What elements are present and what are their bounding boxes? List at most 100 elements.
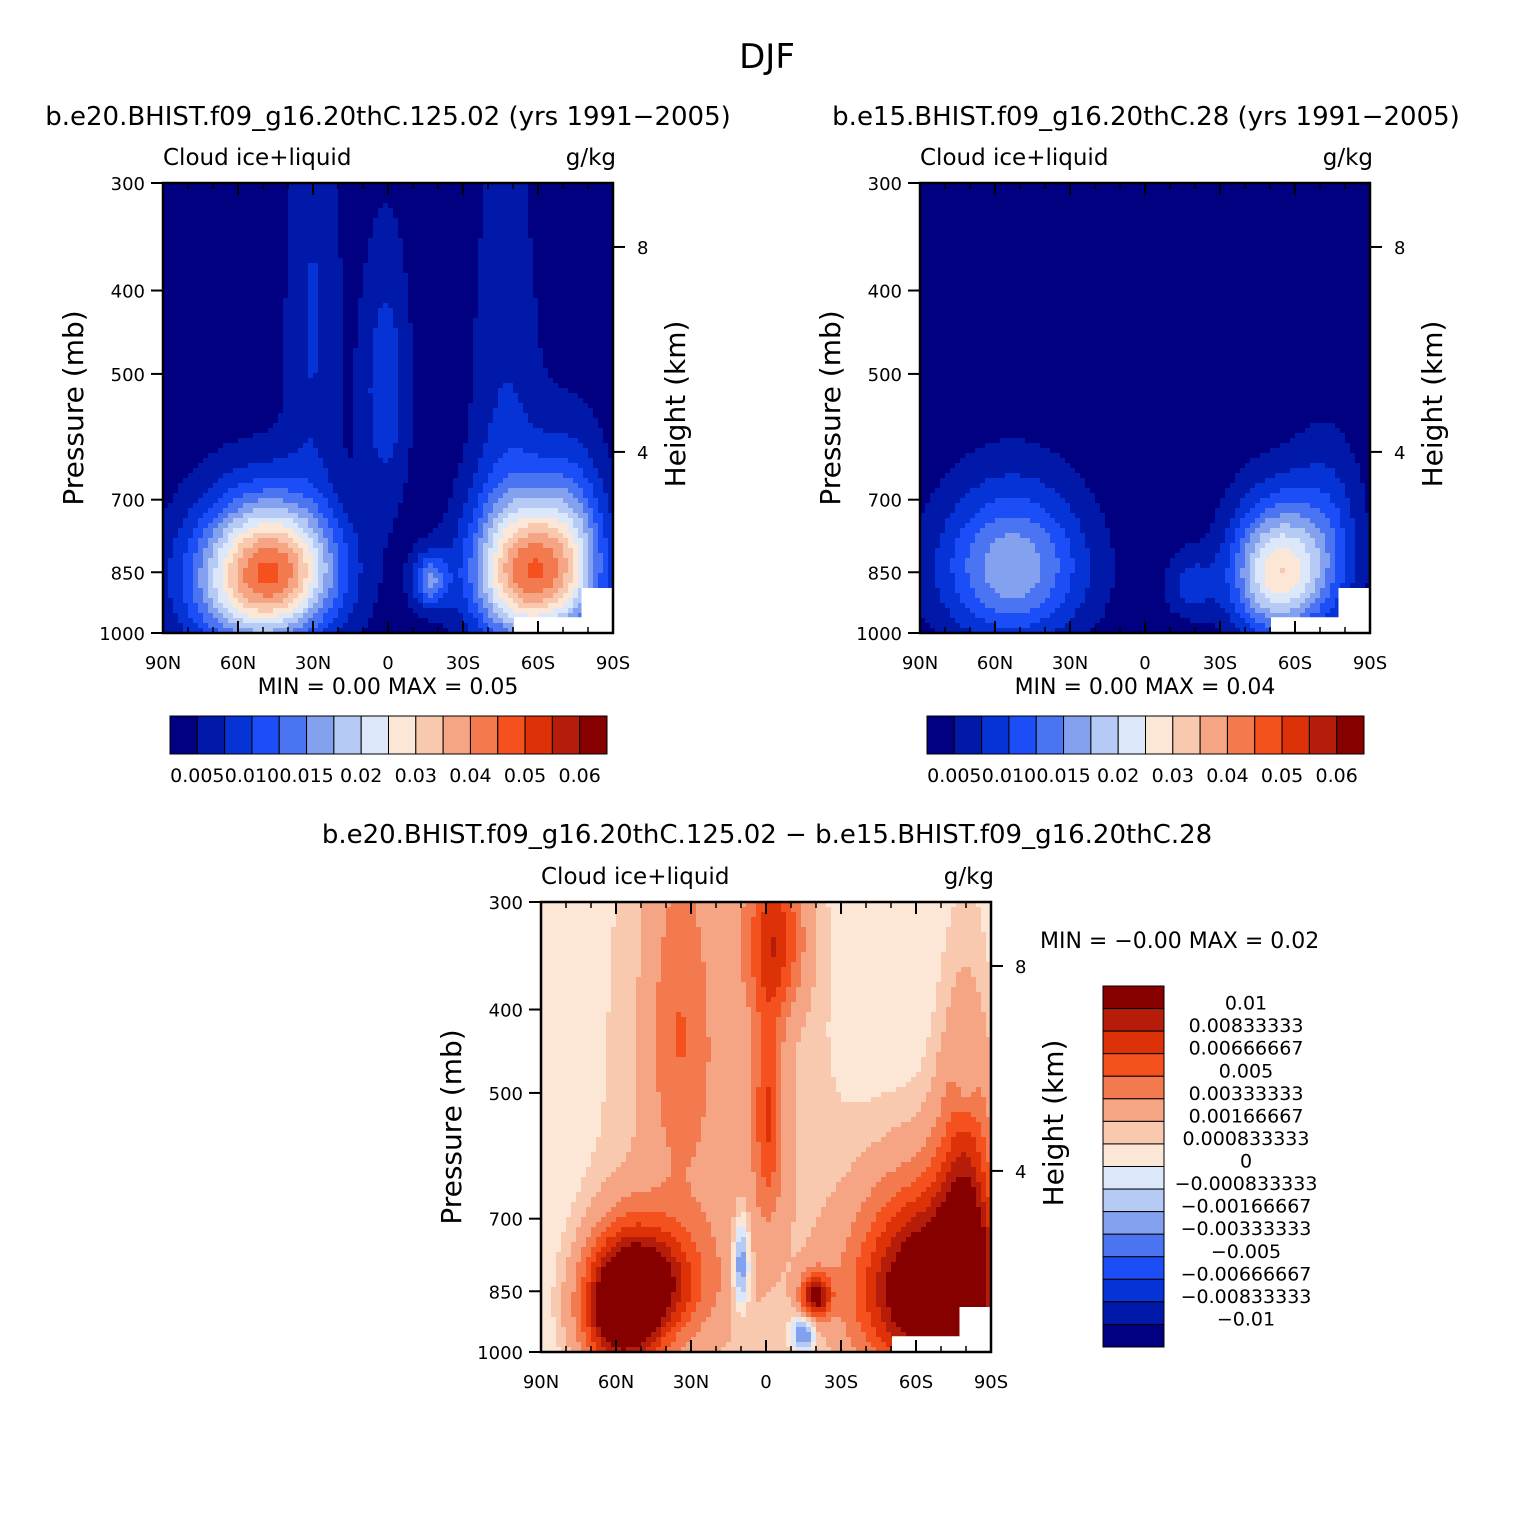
colorbar-swatch — [1103, 1212, 1164, 1235]
y-tick-label: 500 — [489, 1084, 523, 1105]
colorbar-swatch — [1146, 716, 1173, 754]
colorbar-swatch — [1282, 716, 1309, 754]
y-right-axis-label: Height (km) — [1037, 1040, 1070, 1207]
terrain-mask — [960, 1307, 992, 1353]
panel-title: b.e20.BHIST.f09_g16.20thC.125.02 (yrs 19… — [45, 102, 731, 132]
heatmap-cells — [163, 183, 614, 634]
y-tick-label: 400 — [868, 282, 902, 303]
x-tick-label: 30S — [446, 653, 480, 674]
colorbar-swatch — [525, 716, 552, 754]
colorbar-label: 0.05 — [504, 765, 546, 787]
x-tick-label: 90N — [523, 1372, 559, 1393]
colorbar-swatch — [443, 716, 470, 754]
heatmap-cells — [920, 183, 1371, 634]
y-tick-label: 500 — [111, 365, 145, 386]
minmax-text: MIN = 0.00 MAX = 0.05 — [258, 675, 519, 700]
y-tick-label: 1000 — [856, 624, 902, 645]
height-tick-label: 8 — [1394, 238, 1405, 259]
colorbar-label: 0.005 — [170, 765, 224, 787]
units-label: g/kg — [1323, 145, 1373, 171]
y-tick-label: 400 — [489, 1001, 523, 1022]
y-right-axis-label: Height (km) — [1416, 321, 1449, 488]
colorbar-swatch — [1103, 1302, 1164, 1325]
height-tick-label: 8 — [637, 238, 648, 259]
colorbar-label: 0.015 — [279, 765, 333, 787]
colorbar-swatch — [1103, 1279, 1164, 1302]
colorbar-swatch — [1103, 1144, 1164, 1167]
y-tick-label: 300 — [111, 174, 145, 195]
x-tick-label: 0 — [760, 1372, 771, 1393]
colorbar-swatch — [1173, 716, 1200, 754]
y-tick-label: 1000 — [99, 624, 145, 645]
x-tick-label: 90S — [974, 1372, 1008, 1393]
colorbar-label: 0.005 — [927, 765, 981, 787]
y-tick-label: 400 — [111, 282, 145, 303]
colorbar-label: 0.010 — [982, 765, 1036, 787]
colorbar-swatch — [361, 716, 388, 754]
colorbar-label: −0.000833333 — [1175, 1173, 1318, 1195]
y-axis-label: Pressure (mb) — [57, 310, 90, 505]
colorbar-swatch — [1309, 716, 1336, 754]
colorbar-swatch — [1103, 1324, 1164, 1347]
x-tick-label: 60N — [598, 1372, 634, 1393]
y-tick-label: 850 — [489, 1282, 523, 1303]
colorbar-swatch — [416, 716, 443, 754]
figure-title: DJF — [739, 37, 795, 77]
height-tick-label: 4 — [1015, 1162, 1026, 1183]
colorbar-swatch — [1227, 716, 1254, 754]
colorbar-label: −0.00333333 — [1181, 1218, 1312, 1240]
colorbar-swatch — [1200, 716, 1227, 754]
y-tick-label: 300 — [489, 893, 523, 914]
y-tick-label: 700 — [868, 491, 902, 512]
colorbar-label: 0.00333333 — [1189, 1083, 1304, 1105]
x-tick-label: 0 — [1139, 653, 1150, 674]
colorbar-swatch — [1255, 716, 1282, 754]
colorbar-swatch — [1103, 1189, 1164, 1212]
colorbar-swatch — [1103, 1234, 1164, 1257]
colorbar-label: 0.00833333 — [1189, 1015, 1304, 1037]
heatmap-cells — [541, 902, 992, 1353]
colorbar-swatch — [1036, 716, 1063, 754]
colorbar-label: −0.00166667 — [1181, 1196, 1312, 1218]
colorbar-label: 0.015 — [1036, 765, 1090, 787]
colorbar-label: 0.010 — [225, 765, 279, 787]
colorbar-swatch — [1091, 716, 1118, 754]
height-tick-label: 4 — [637, 443, 648, 464]
x-tick-label: 30S — [824, 1372, 858, 1393]
colorbar: 0.005 0.010 0.015 0.02 0.03 0.04 0.05 0.06 — [927, 716, 1364, 787]
colorbar-swatch — [982, 716, 1009, 754]
y-tick-label: 1000 — [477, 1343, 523, 1364]
colorbar-label: −0.005 — [1211, 1241, 1281, 1263]
colorbar: 0.005 0.010 0.015 0.02 0.03 0.04 0.05 0.06 — [170, 716, 607, 787]
colorbar-swatch — [954, 716, 981, 754]
height-tick-label: 4 — [1394, 443, 1405, 464]
y-tick-label: 300 — [868, 174, 902, 195]
y-right-axis-label: Height (km) — [659, 321, 692, 488]
colorbar-swatch — [1103, 1009, 1164, 1032]
colorbar-label: 0.00666667 — [1189, 1038, 1304, 1060]
y-axis-label: Pressure (mb) — [814, 310, 847, 505]
panels: b.e20.BHIST.f09_g16.20thC.125.02 (yrs 19… — [45, 102, 1460, 1393]
colorbar: 0.010.008333330.006666670.0050.003333330… — [1103, 986, 1317, 1347]
units-label: g/kg — [944, 864, 994, 890]
y-tick-label: 700 — [111, 491, 145, 512]
x-tick-label: 60N — [977, 653, 1013, 674]
colorbar-swatch — [552, 716, 579, 754]
colorbar-swatch — [1103, 1121, 1164, 1144]
y-tick-label: 500 — [868, 365, 902, 386]
panel-title: b.e15.BHIST.f09_g16.20thC.28 (yrs 1991−2… — [832, 102, 1460, 132]
figure-canvas: DJF b.e20.BHIST.f09_g16.20thC.125.02 (yr… — [0, 0, 1535, 1535]
panel-title: b.e20.BHIST.f09_g16.20thC.125.02 − b.e15… — [322, 820, 1212, 850]
y-tick-label: 700 — [489, 1210, 523, 1231]
height-tick-label: 8 — [1015, 957, 1026, 978]
colorbar-swatch — [279, 716, 306, 754]
terrain-mask — [1339, 588, 1371, 634]
colorbar-swatch — [252, 716, 279, 754]
colorbar-swatch — [927, 716, 954, 754]
colorbar-swatch — [498, 716, 525, 754]
colorbar-swatch — [307, 716, 334, 754]
colorbar-label: 0.05 — [1261, 765, 1303, 787]
variable-label: Cloud ice+liquid — [920, 145, 1108, 171]
minmax-text: MIN = −0.00 MAX = 0.02 — [1040, 929, 1319, 954]
colorbar-swatch — [580, 716, 607, 754]
